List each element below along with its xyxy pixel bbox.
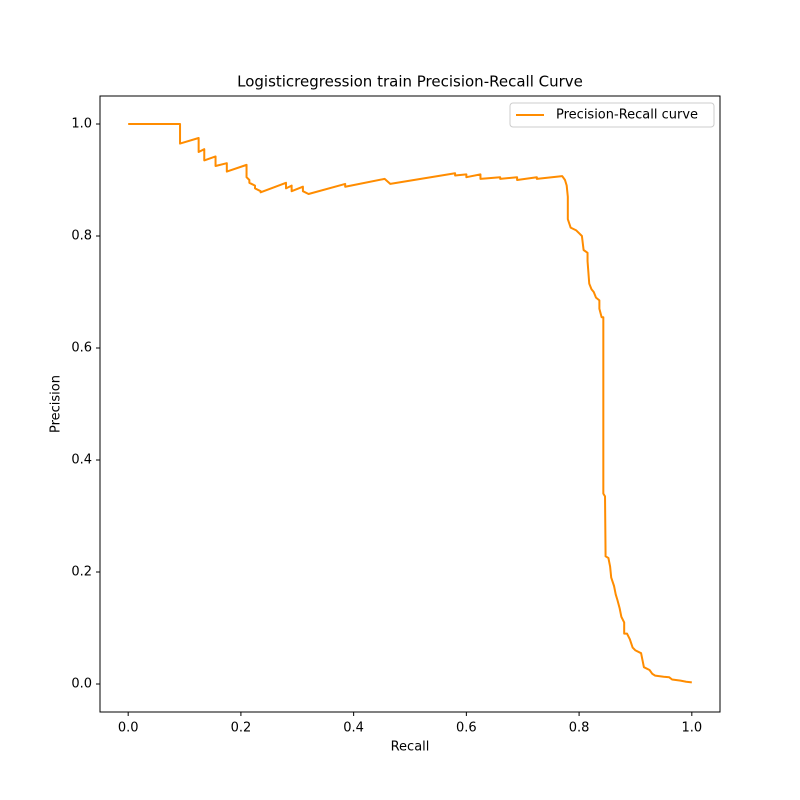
x-tick-label: 0.4 <box>343 721 364 736</box>
y-tick-label: 0.2 <box>71 565 92 580</box>
chart-title: Logisticregression train Precision-Recal… <box>237 73 583 91</box>
x-tick-label: 0.2 <box>231 721 252 736</box>
legend-box <box>509 102 715 128</box>
data-line <box>128 123 692 684</box>
y-tick-label: 0.6 <box>71 341 92 356</box>
y-tick-label: 0.8 <box>71 229 92 244</box>
plot-frame <box>99 95 721 713</box>
x-tick-label: 0.0 <box>118 721 139 736</box>
x-tick-label: 0.6 <box>456 721 477 736</box>
x-axis-label: Recall <box>391 740 430 755</box>
y-tick-label: 1.0 <box>71 117 92 132</box>
y-tick-label: 0.0 <box>71 677 92 692</box>
y-axis-label: Precision <box>49 375 64 433</box>
x-tick-label: 1.0 <box>681 721 702 736</box>
legend-label: Precision-Recall curve <box>556 108 698 123</box>
x-tick-label: 0.8 <box>569 721 590 736</box>
y-tick-label: 0.4 <box>71 453 92 468</box>
